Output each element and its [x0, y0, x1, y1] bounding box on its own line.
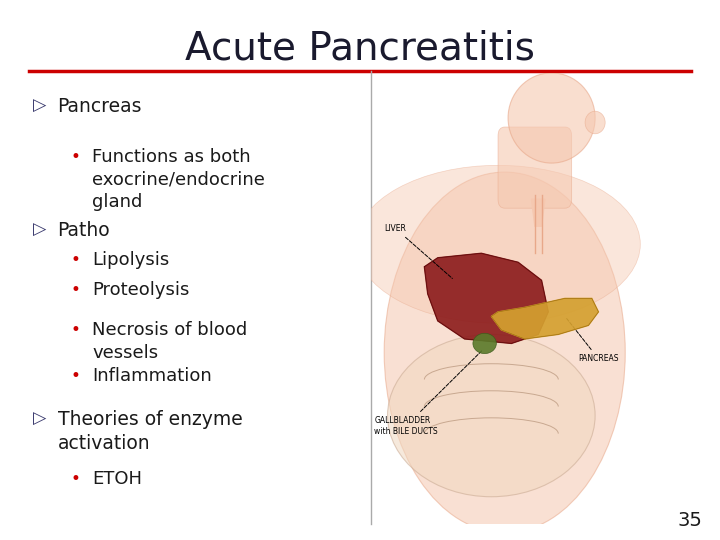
Text: Lipolysis: Lipolysis: [92, 251, 169, 269]
Text: Functions as both
exocrine/endocrine
gland: Functions as both exocrine/endocrine gla…: [92, 148, 265, 211]
Ellipse shape: [473, 333, 496, 354]
Ellipse shape: [508, 73, 595, 163]
Text: •: •: [71, 281, 81, 299]
Text: •: •: [71, 367, 81, 385]
Polygon shape: [531, 199, 545, 226]
Ellipse shape: [384, 172, 625, 533]
Ellipse shape: [356, 165, 640, 323]
Text: ETOH: ETOH: [92, 470, 142, 488]
Ellipse shape: [585, 111, 605, 134]
Text: •: •: [71, 148, 81, 166]
Text: PANCREAS: PANCREAS: [567, 319, 619, 363]
Text: •: •: [71, 251, 81, 269]
Text: Patho: Patho: [58, 221, 110, 240]
Text: Acute Pancreatitis: Acute Pancreatitis: [185, 30, 535, 68]
Polygon shape: [424, 253, 548, 343]
Text: 35: 35: [677, 511, 702, 530]
Text: ▷: ▷: [33, 410, 46, 428]
Text: ▷: ▷: [33, 97, 46, 115]
Text: Theories of enzyme
activation: Theories of enzyme activation: [58, 410, 243, 453]
FancyBboxPatch shape: [498, 127, 572, 208]
Text: LIVER: LIVER: [384, 224, 452, 279]
Text: ▷: ▷: [33, 221, 46, 239]
Ellipse shape: [387, 334, 595, 497]
Text: •: •: [71, 321, 81, 339]
Text: Pancreas: Pancreas: [58, 97, 142, 116]
Text: GALLBLADDER
with BILE DUCTS: GALLBLADDER with BILE DUCTS: [374, 350, 482, 436]
Polygon shape: [491, 298, 598, 339]
Text: Proteolysis: Proteolysis: [92, 281, 189, 299]
Text: Necrosis of blood
vessels: Necrosis of blood vessels: [92, 321, 248, 361]
Text: •: •: [71, 470, 81, 488]
Text: Inflammation: Inflammation: [92, 367, 212, 385]
